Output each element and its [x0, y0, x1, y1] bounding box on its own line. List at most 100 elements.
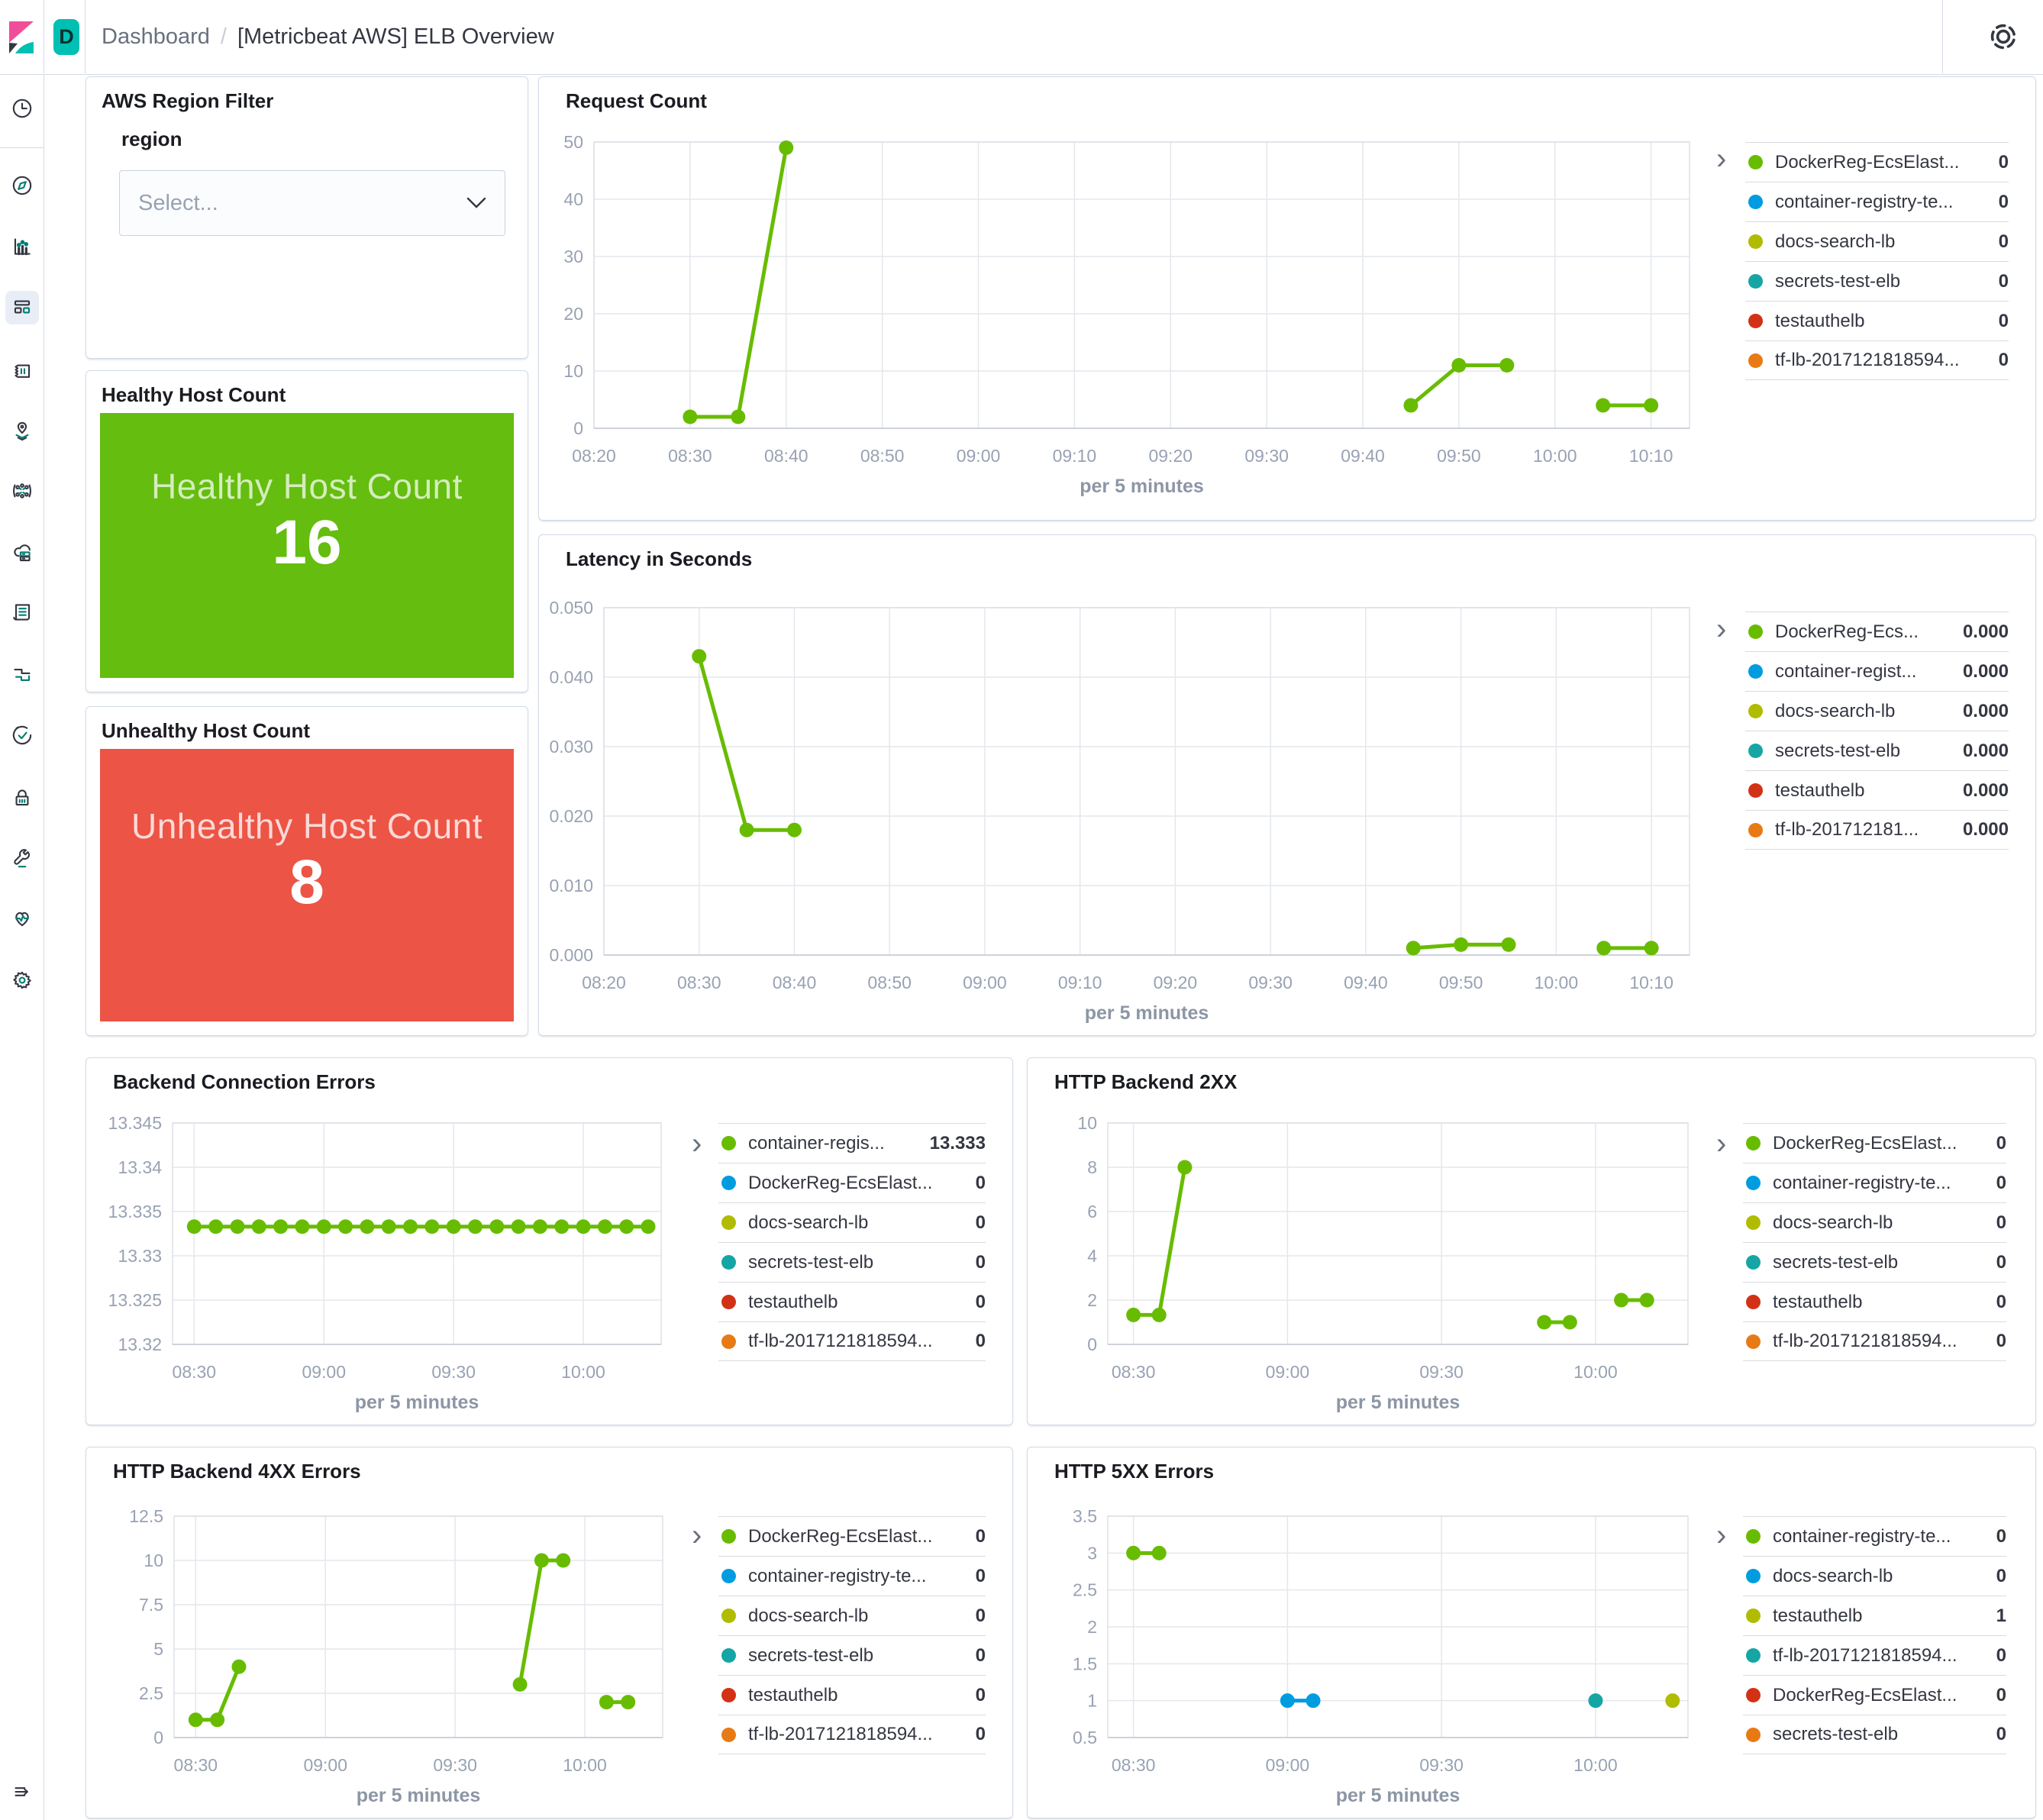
sidebar-item-management[interactable] — [5, 963, 39, 997]
svg-text:13.335: 13.335 — [108, 1202, 162, 1221]
legend-expand-icon[interactable]: › — [1716, 142, 1727, 176]
legend-item[interactable]: docs-search-lb 0 — [1745, 221, 2009, 261]
legend-label: DockerReg-EcsElast... — [748, 1172, 933, 1193]
legend-expand-icon[interactable]: › — [692, 1127, 702, 1160]
http-backend-4xx-chart: 08:30 09:00 09:30 10:00 0 2.5 5 7.5 10 12.5 per 5 … — [129, 1506, 663, 1806]
sidebar-item-apm[interactable] — [5, 658, 39, 692]
request-count-chart: 08:20 08:30 08:40 08:50 09:00 09:10 09:20 09:30… — [563, 132, 1690, 497]
canvas-icon — [15, 364, 31, 378]
sidebar-item-dashboard[interactable] — [5, 291, 39, 324]
svg-text:6: 6 — [1087, 1202, 1097, 1221]
series-color-dot — [1746, 1295, 1761, 1309]
sidebar-item-infrastructure[interactable] — [5, 536, 39, 570]
svg-text:09:00: 09:00 — [957, 446, 1001, 466]
svg-text:0.020: 0.020 — [549, 806, 593, 826]
sidebar-item-uptime[interactable] — [5, 718, 39, 752]
legend-item[interactable]: DockerReg-EcsElast... 0 — [718, 1163, 986, 1202]
legend-label: tf-lb-2017121818594... — [748, 1724, 933, 1744]
region-select[interactable]: Select... — [119, 170, 505, 236]
app-sidebar — [0, 74, 44, 1820]
panel-unhealthy-host-count: Unhealthy Host Count Unhealthy Host Coun… — [86, 706, 528, 1036]
series-color-dot — [721, 1648, 736, 1663]
legend-expand-icon[interactable]: › — [1716, 1518, 1727, 1552]
legend-label: docs-search-lb — [1775, 700, 1896, 721]
legend-item[interactable]: DockerReg-EcsElast... 0 — [718, 1516, 986, 1556]
series-color-dot — [1748, 314, 1763, 328]
legend-item[interactable]: tf-lb-2017121818594... 0 — [718, 1321, 986, 1361]
legend-item[interactable]: container-registry-te... 0 — [1743, 1516, 2006, 1556]
legend-item[interactable]: secrets-test-elb 0 — [1743, 1242, 2006, 1282]
sidebar-item-recent[interactable] — [5, 92, 39, 125]
legend-item[interactable]: secrets-test-elb 0 — [718, 1635, 986, 1675]
legend-value: 0 — [1998, 270, 2009, 292]
legend-expand-icon[interactable]: › — [692, 1518, 702, 1552]
series-color-dot — [1746, 1334, 1761, 1349]
panel-http-backend-2xx: HTTP Backend 2XX 08:30 09:00 09:30 10:00 0 2 4… — [1027, 1057, 2036, 1425]
legend-item[interactable]: tf-lb-2017121818594... 0 — [1745, 340, 2009, 380]
legend-value: 0 — [975, 1212, 986, 1233]
svg-text:08:50: 08:50 — [867, 973, 912, 992]
sidebar-item-canvas[interactable] — [5, 354, 39, 388]
legend-item[interactable]: docs-search-lb 0 — [1743, 1556, 2006, 1596]
kibana-logo-icon[interactable] — [6, 20, 37, 55]
legend-item[interactable]: docs-search-lb 0.000 — [1745, 691, 2009, 731]
legend-item[interactable]: DockerReg-EcsElast... 0 — [1743, 1123, 2006, 1163]
legend-item[interactable]: testauthelb 0.000 — [1745, 770, 2009, 810]
sidebar-item-dev-tools[interactable] — [5, 841, 39, 875]
legend-item[interactable]: secrets-test-elb 0.000 — [1745, 731, 2009, 770]
dashboard-app-badge[interactable]: D — [53, 19, 79, 55]
series-color-dot — [721, 1295, 736, 1309]
legend-item[interactable]: tf-lb-2017121818594... 0 — [1743, 1321, 2006, 1361]
svg-text:0.040: 0.040 — [549, 667, 593, 687]
legend-item[interactable]: tf-lb-201712181... 0.000 — [1745, 810, 2009, 850]
legend-item[interactable]: container-regist... 0.000 — [1745, 651, 2009, 691]
legend-item[interactable]: docs-search-lb 0 — [718, 1596, 986, 1635]
legend-item[interactable]: testauthelb 0 — [718, 1675, 986, 1715]
legend-item[interactable]: container-registry-te... 0 — [718, 1556, 986, 1596]
legend-item[interactable]: DockerReg-EcsElast... 0 — [1743, 1675, 2006, 1715]
legend-item[interactable]: tf-lb-2017121818594... 0 — [1743, 1635, 2006, 1675]
series-color-dot — [1748, 353, 1763, 368]
legend-item[interactable]: container-registry-te... 0 — [1743, 1163, 2006, 1202]
sidebar-item-maps[interactable] — [5, 414, 39, 447]
svg-text:0.050: 0.050 — [549, 598, 593, 618]
sidebar-collapse-button[interactable] — [5, 1775, 39, 1809]
series-color-dot — [1748, 783, 1763, 798]
svg-text:08:30: 08:30 — [173, 1362, 217, 1382]
sidebar-item-monitoring[interactable] — [5, 901, 39, 934]
legend-item[interactable]: secrets-test-elb 0 — [1745, 261, 2009, 301]
compass-icon — [12, 176, 32, 195]
sidebar-item-visualize[interactable] — [5, 230, 39, 263]
sidebar-item-discover[interactable] — [5, 169, 39, 202]
legend-expand-icon[interactable]: › — [1716, 612, 1727, 646]
help-icon[interactable] — [1987, 20, 2020, 53]
legend-expand-icon[interactable]: › — [1716, 1127, 1727, 1160]
legend-item[interactable]: DockerReg-Ecs... 0.000 — [1745, 612, 2009, 651]
legend-item[interactable]: testauthelb 0 — [718, 1282, 986, 1321]
header-divider — [85, 0, 86, 73]
legend-item[interactable]: secrets-test-elb 0 — [1743, 1715, 2006, 1754]
legend-item[interactable]: DockerReg-EcsElast... 0 — [1745, 142, 2009, 182]
sidebar-item-logs[interactable] — [5, 595, 39, 629]
series-color-dot — [1746, 1648, 1761, 1663]
legend-item[interactable]: tf-lb-2017121818594... 0 — [718, 1715, 986, 1754]
legend-item[interactable]: testauthelb 1 — [1743, 1596, 2006, 1635]
legend-item[interactable]: container-registry-te... 0 — [1745, 182, 2009, 221]
legend-item[interactable]: docs-search-lb 0 — [718, 1202, 986, 1242]
unhealthy-host-metric: Unhealthy Host Count 8 — [100, 749, 514, 1021]
legend-item[interactable]: testauthelb 0 — [1743, 1282, 2006, 1321]
legend-label: tf-lb-2017121818594... — [1775, 350, 1960, 370]
infrastructure-icon — [14, 544, 31, 562]
breadcrumb-dashboard-link[interactable]: Dashboard — [102, 24, 210, 49]
svg-text:20: 20 — [563, 304, 583, 324]
legend-item[interactable]: docs-search-lb 0 — [1743, 1202, 2006, 1242]
legend-item[interactable]: testauthelb 0 — [1745, 301, 2009, 340]
legend-item[interactable]: container-regis... 13.333 — [718, 1123, 986, 1163]
legend-value: 0 — [975, 1172, 986, 1193]
heart-pulse-icon — [15, 912, 30, 927]
sidebar-item-siem[interactable] — [5, 781, 39, 815]
panel-title: Backend Connection Errors — [113, 1070, 376, 1093]
legend-item[interactable]: secrets-test-elb 0 — [718, 1242, 986, 1282]
sidebar-item-machine-learning[interactable] — [5, 474, 39, 508]
legend-label: secrets-test-elb — [748, 1251, 874, 1273]
